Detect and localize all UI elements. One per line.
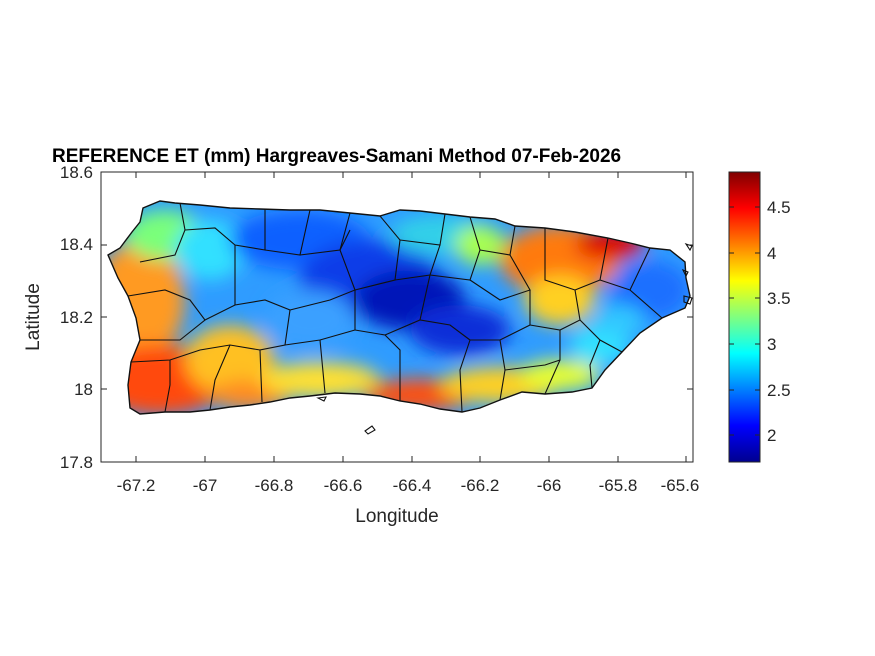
x-tick-label: -66 xyxy=(537,476,562,495)
colorbar-tick-label: 3.5 xyxy=(767,289,791,308)
x-axis-label: Longitude xyxy=(355,506,438,527)
axis-ticks xyxy=(101,171,693,463)
x-tick-label: -65.8 xyxy=(599,476,638,495)
et-heat-field xyxy=(108,201,690,414)
x-tick-label: -65.6 xyxy=(661,476,700,495)
x-tick-label: -66.6 xyxy=(324,476,363,495)
x-tick-label: -66.2 xyxy=(461,476,500,495)
y-tick-label: 18.6 xyxy=(60,163,93,182)
x-tick-label: -66.8 xyxy=(255,476,294,495)
y-tick-label: 18 xyxy=(74,380,93,399)
colorbar: 4.5 4 3.5 3 2.5 2 xyxy=(728,171,791,463)
x-axis-ticks: -67.2 -67 -66.8 -66.6 -66.4 -66.2 -66 -6… xyxy=(117,476,700,495)
y-tick-label: 18.2 xyxy=(60,308,93,327)
colorbar-tick-label: 3 xyxy=(767,335,776,354)
y-tick-label: 18.4 xyxy=(60,235,93,254)
municipal-boundaries xyxy=(107,200,691,415)
colorbar-gradient xyxy=(728,171,761,463)
chart-title: REFERENCE ET (mm) Hargreaves-Samani Meth… xyxy=(52,146,621,167)
colorbar-tick-label: 2.5 xyxy=(767,381,791,400)
colorbar-tick-label: 4 xyxy=(767,244,776,263)
colorbar-tick-label: 2 xyxy=(767,426,776,445)
y-tick-label: 17.8 xyxy=(60,453,93,472)
colorbar-tick-label: 4.5 xyxy=(767,198,791,217)
x-tick-label: -67 xyxy=(193,476,218,495)
y-axis-ticks: 18.6 18.4 18.2 18 17.8 xyxy=(60,163,93,472)
x-tick-label: -66.4 xyxy=(393,476,432,495)
x-tick-label: -67.2 xyxy=(117,476,156,495)
y-axis-label: Latitude xyxy=(23,283,44,351)
